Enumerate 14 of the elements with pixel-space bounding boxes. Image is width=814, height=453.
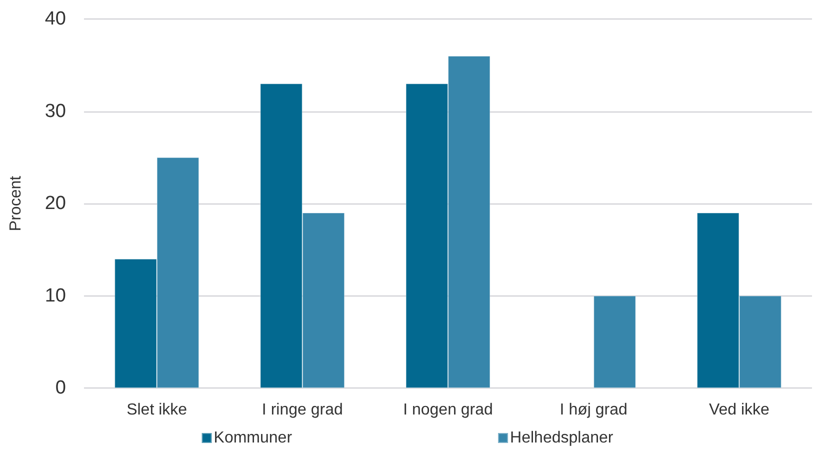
- legend-label: Helhedsplaner: [510, 430, 614, 446]
- x-tick-label: I høj grad: [560, 402, 628, 418]
- y-tick-label: 0: [55, 378, 66, 398]
- y-tick-label: 10: [44, 285, 66, 306]
- x-tick-label: I ringe grad: [262, 402, 343, 418]
- y-axis-title: Procent: [8, 175, 24, 232]
- bar: [594, 296, 636, 388]
- x-tick-label: Ved ikke: [708, 402, 770, 418]
- x-tick-label: I nogen grad: [403, 402, 493, 418]
- y-tick-label: 30: [44, 100, 66, 122]
- y-tick-label: 40: [44, 8, 66, 30]
- x-tick-label: Slet ikke: [126, 402, 188, 418]
- legend-label: Kommuner: [214, 430, 293, 446]
- y-tick-label: 20: [44, 193, 66, 214]
